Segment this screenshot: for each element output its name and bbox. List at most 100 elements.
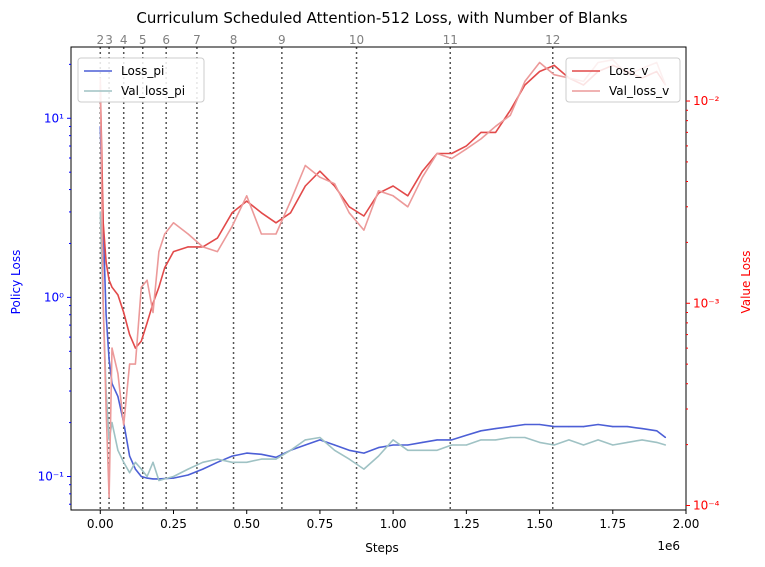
data-point <box>377 455 380 457</box>
data-point <box>664 436 667 439</box>
legend-label-val-loss-pi: Val_loss_pi <box>121 84 185 98</box>
data-point <box>465 444 467 446</box>
data-point <box>158 251 160 253</box>
data-point <box>108 279 110 281</box>
data-point <box>664 444 667 446</box>
data-point <box>216 458 218 460</box>
data-point <box>290 449 292 451</box>
data-point <box>436 152 438 155</box>
data-point <box>146 279 148 281</box>
data-point <box>348 449 350 451</box>
data-point <box>304 185 306 187</box>
data-point <box>187 233 189 235</box>
data-point <box>202 461 204 463</box>
data-point <box>539 423 541 426</box>
data-point <box>392 439 394 441</box>
y-axis-right-label: Value Loss <box>739 250 753 313</box>
data-point <box>123 424 125 426</box>
data-point <box>187 474 189 476</box>
data-point <box>377 190 380 192</box>
data-point <box>111 347 113 349</box>
x-axis-label: Steps <box>365 541 399 555</box>
data-point <box>392 195 394 197</box>
blank-label-4: 4 <box>120 33 128 47</box>
data-point <box>597 423 599 426</box>
legend-label-loss-v: Loss_v <box>609 64 648 78</box>
data-point <box>509 426 511 428</box>
data-point <box>231 225 233 227</box>
data-point <box>304 439 306 441</box>
data-point <box>641 439 643 441</box>
chart-title: Curriculum Scheduled Attention-512 Loss,… <box>136 9 627 27</box>
data-point <box>553 426 555 428</box>
y-right-tick-label: 10⁻² <box>693 94 720 108</box>
data-point <box>509 109 511 111</box>
series-points-loss-pi <box>99 125 667 480</box>
y-right-tick-label: 10⁻⁴ <box>693 498 720 512</box>
data-point <box>553 74 555 76</box>
x-tick-label: 0.25 <box>160 517 187 531</box>
data-point <box>451 439 453 441</box>
data-point <box>216 251 218 253</box>
data-point <box>656 430 658 432</box>
data-point <box>407 444 409 446</box>
data-point <box>392 444 394 446</box>
data-point <box>407 206 409 208</box>
data-point <box>524 80 526 82</box>
plot-frame <box>70 46 687 511</box>
x-tick-label: 2.00 <box>673 517 700 531</box>
y-right-tick-label: 10⁻³ <box>693 296 720 310</box>
data-point <box>158 479 160 482</box>
data-point <box>152 461 154 463</box>
data-point <box>480 439 482 441</box>
data-point <box>140 475 142 478</box>
data-point <box>172 222 175 224</box>
x-tick-label: 1.00 <box>380 517 407 531</box>
data-point <box>108 496 110 498</box>
blank-label-11: 11 <box>443 33 458 47</box>
data-point <box>117 372 119 374</box>
data-point <box>348 206 350 208</box>
data-point <box>407 195 409 197</box>
data-point <box>290 212 292 214</box>
data-point <box>134 363 136 365</box>
data-point <box>152 311 154 314</box>
data-point <box>319 176 321 178</box>
data-point <box>105 261 107 263</box>
data-point <box>129 363 131 365</box>
data-point <box>304 444 306 446</box>
data-point <box>123 461 125 463</box>
data-point <box>421 441 423 443</box>
y-axis-left: 10⁻¹ 10⁰ 10¹ <box>38 63 71 505</box>
data-point <box>172 477 175 479</box>
data-point <box>216 461 218 463</box>
series-layer <box>99 59 667 498</box>
data-point <box>553 444 555 446</box>
data-point <box>319 439 321 441</box>
data-point <box>105 408 107 410</box>
y-axis-right: 10⁻⁴ 10⁻³ 10⁻² <box>686 94 720 512</box>
data-point <box>246 200 248 202</box>
data-point <box>260 458 262 460</box>
data-point <box>480 138 482 140</box>
data-point <box>202 468 204 470</box>
series-points-val-loss-pi <box>99 211 667 482</box>
data-point <box>495 428 497 430</box>
data-point <box>275 456 277 458</box>
data-point <box>612 444 614 446</box>
data-point <box>480 430 482 432</box>
data-point <box>436 439 438 441</box>
data-point <box>140 468 142 470</box>
x-tick-label: 0.75 <box>307 517 334 531</box>
data-point <box>140 286 142 288</box>
data-point <box>495 439 497 441</box>
series-points-loss-v <box>99 64 667 349</box>
data-point <box>334 449 336 451</box>
data-point <box>626 441 629 443</box>
x-tick-label: 0.00 <box>87 517 114 531</box>
data-point <box>348 212 350 214</box>
data-point <box>495 131 497 133</box>
data-point <box>117 395 119 397</box>
data-point <box>231 212 233 214</box>
legend-label-val-loss-v: Val_loss_v <box>609 84 669 98</box>
